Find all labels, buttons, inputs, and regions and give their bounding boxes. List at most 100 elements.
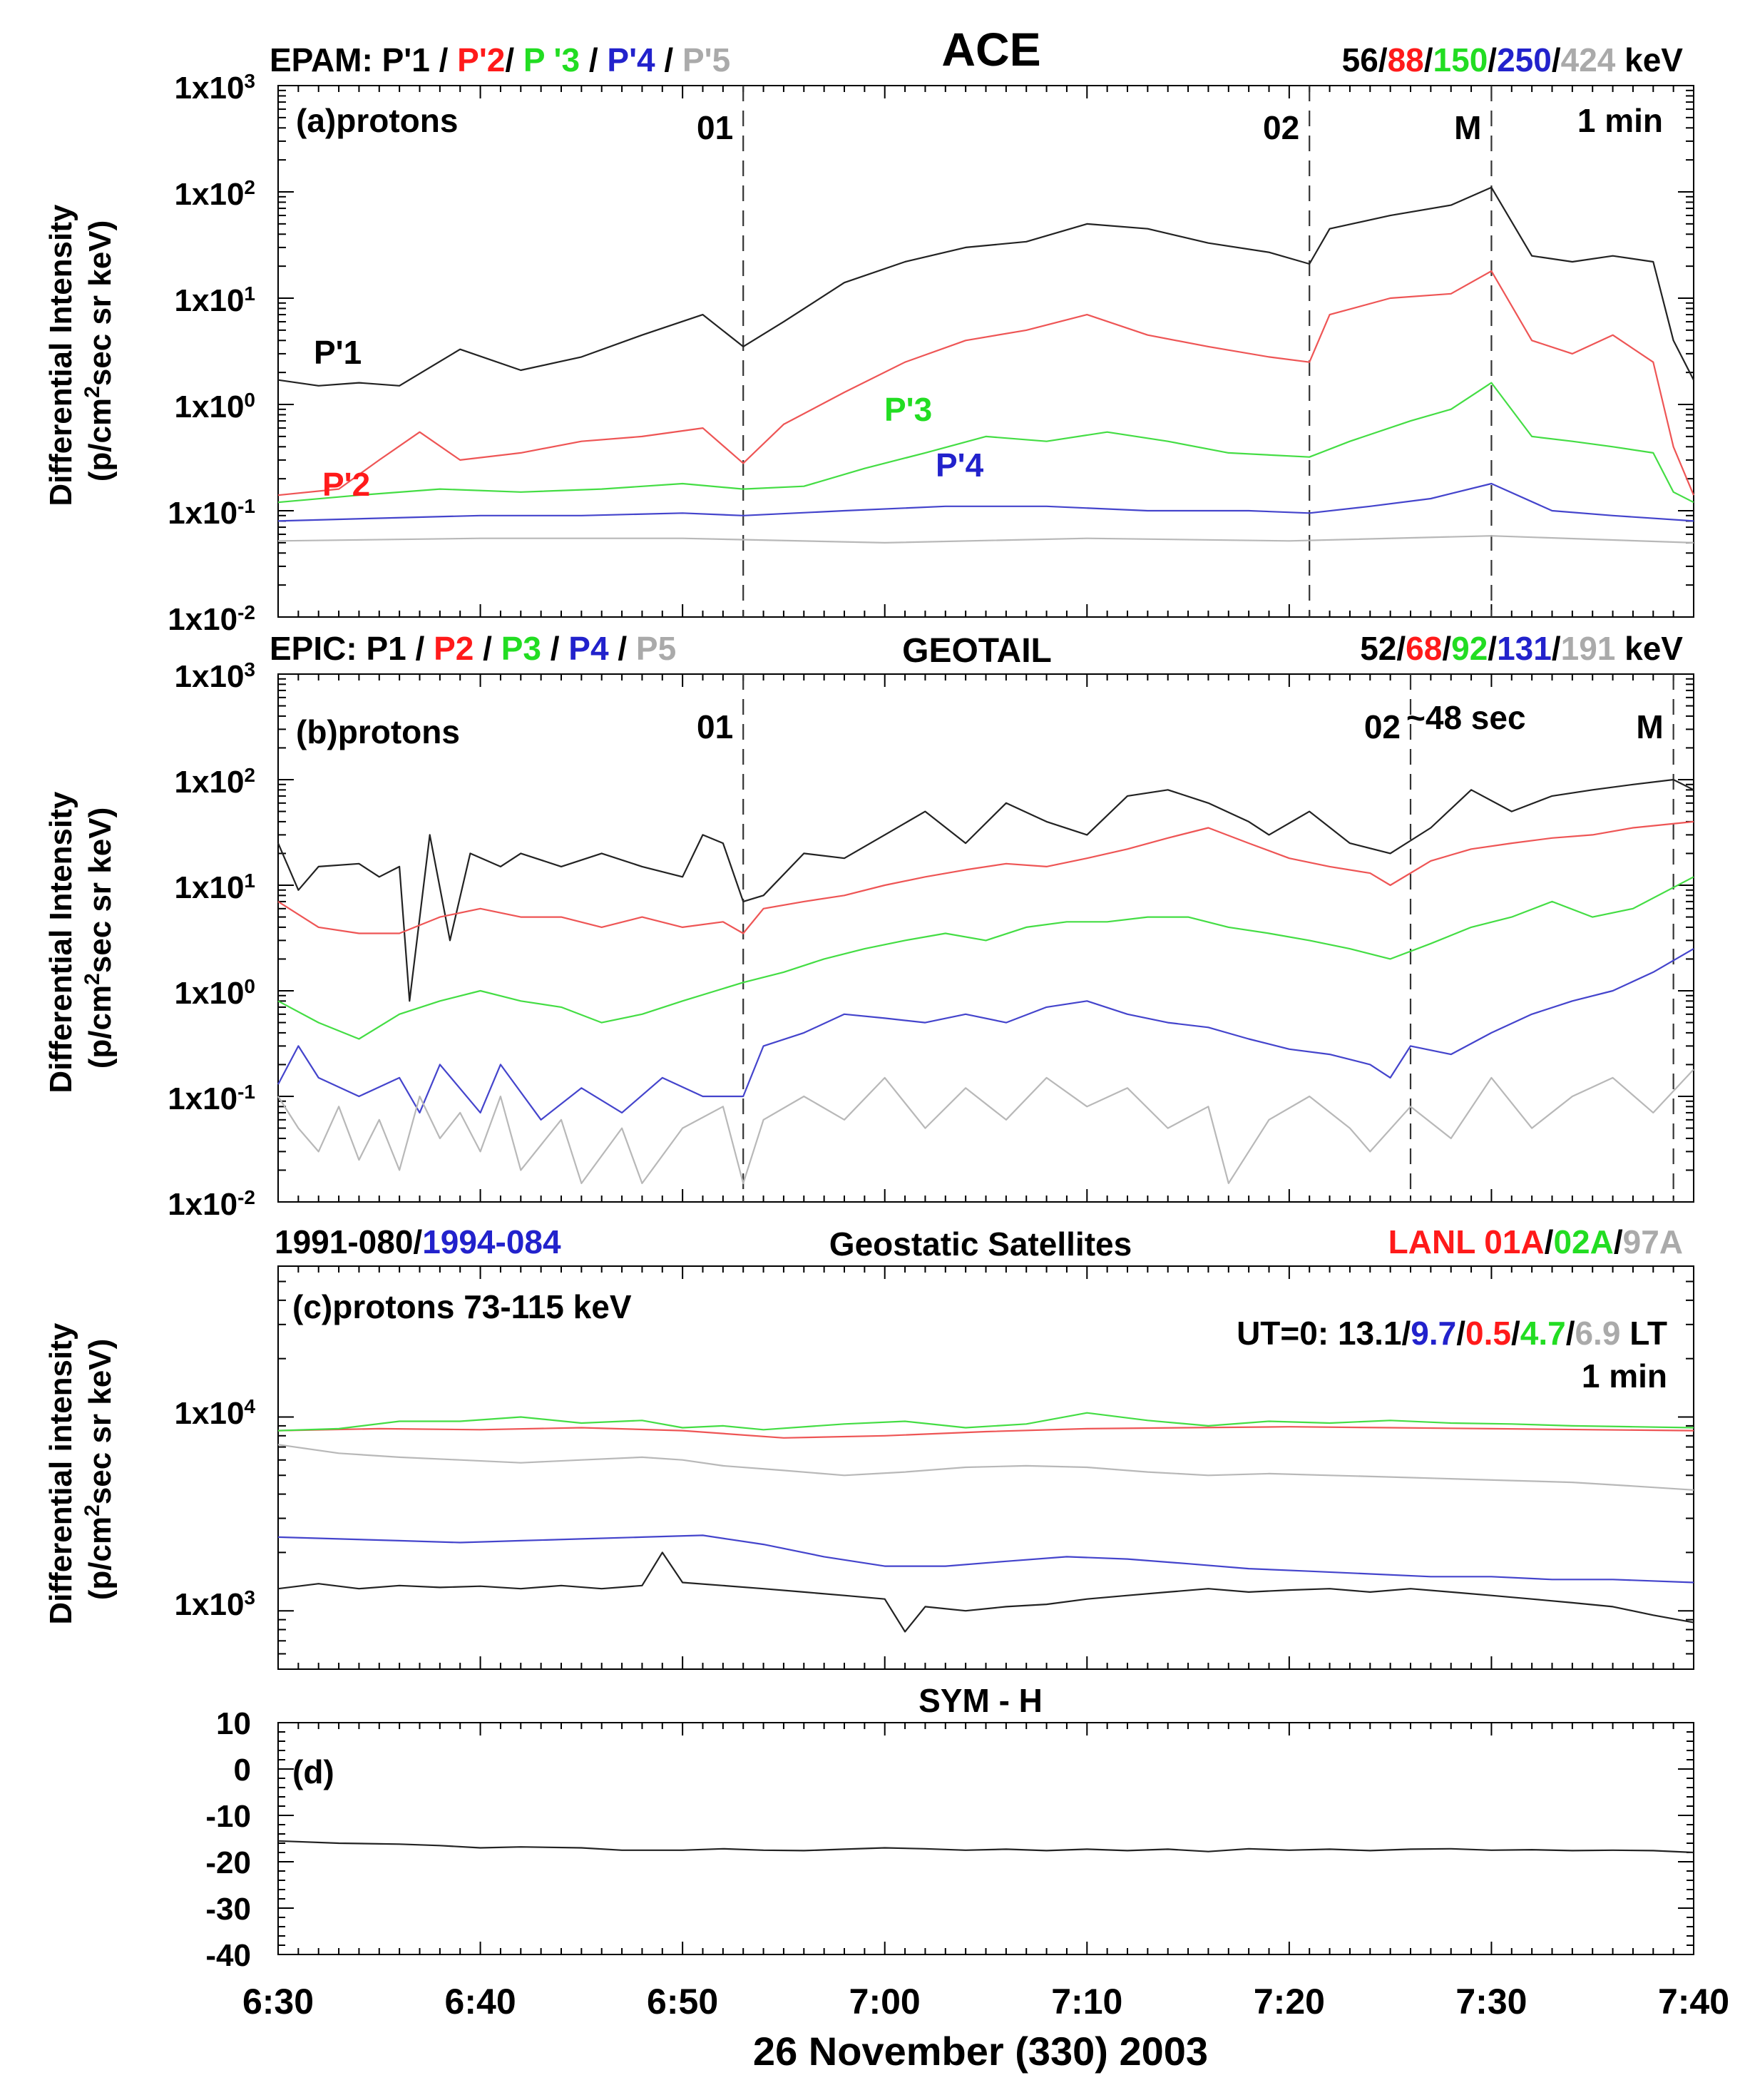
panel-a-energy-sep: /	[1552, 41, 1561, 78]
panel-c-lanl-01a: 01A	[1484, 1223, 1544, 1260]
panel-c-resolution: 1 min	[1582, 1357, 1667, 1395]
panel-a-yticks: 1x103 1x102 1x101 1x100 1x10-1 1x10-2	[168, 70, 255, 638]
lt-value: 9.7	[1411, 1315, 1456, 1352]
ylabel-post: sec sr keV)	[83, 807, 118, 973]
series-line-p4-131-kev	[277, 948, 1694, 1121]
panel-a-energy-sep: /	[1378, 41, 1388, 78]
ytick-label: 1x10-2	[168, 601, 255, 638]
series-line-1991-080	[277, 1551, 1694, 1633]
panel-b-chan-sep: /	[406, 630, 434, 667]
xtick-label: 6:30	[242, 1982, 314, 2022]
ylabel-sup: 2	[81, 1504, 104, 1517]
panel-a-chan-p2: P'2	[457, 41, 505, 78]
panel-a-energy: 424	[1561, 41, 1616, 78]
ytick-label: -10	[205, 1799, 251, 1834]
panel-b-chan-sep: /	[474, 630, 501, 667]
xtick-label: 7:00	[849, 1982, 921, 2022]
xtick-label: 6:40	[445, 1982, 516, 2022]
event-marker-label: 02	[1364, 708, 1401, 745]
panel-c-yticks: 1x104 1x103	[175, 1395, 256, 1623]
panel-c-title: Geostatic Satellites	[829, 1225, 1132, 1263]
panel-c-lanl-header: LANL 01A/02A/97A	[1388, 1223, 1683, 1260]
panel-c-lanl-02a: 02A	[1553, 1223, 1613, 1260]
panel-a-ticks	[277, 86, 1694, 618]
panel-b-event-markers: 01 02 M	[697, 674, 1674, 1202]
panel-b-ticks	[277, 674, 1694, 1203]
lt-sep: /	[1401, 1315, 1411, 1352]
panel-c-lanl-97a: 97A	[1623, 1223, 1683, 1260]
panel-a-chan-sep: /	[430, 41, 457, 78]
x-axis: 6:30 6:40 6:50 7:00 7:10 7:20 7:30 7:40	[242, 1982, 1729, 2022]
panel-a-energy: 250	[1497, 41, 1552, 78]
lt-prefix: UT=0:	[1237, 1315, 1338, 1352]
panel-a-label: (a)protons	[296, 102, 458, 139]
series-line-p-1-56-kev	[277, 186, 1694, 387]
panel-d-ticks	[277, 1722, 1694, 1955]
ytick-label: 1x100	[175, 389, 255, 425]
lt-sep: /	[1566, 1315, 1575, 1352]
ylabel-post: sec sr keV)	[83, 220, 118, 386]
panel-b-ylabel-line1: Differential Intensity	[44, 791, 78, 1093]
series-label-p3: P'3	[884, 391, 932, 428]
panel-c-ylabel-line2: (p/cm2sec sr keV)	[81, 1339, 118, 1600]
panel-c-local-time: UT=0: 13.1/9.7/0.5/4.7/6.9 LT	[1237, 1315, 1667, 1352]
panel-c-satellite-header: 1991-080/1994-084	[275, 1223, 561, 1260]
ytick-label: 1x10-1	[168, 495, 255, 531]
panel-a-series	[277, 186, 1695, 544]
panel-b: 01 02 M EPIC: P1 / P2 / P3 / P4 / P5 GEOTA…	[44, 630, 1694, 1222]
panel-b-energy-unit: keV	[1615, 630, 1683, 667]
series-line-sym-h	[277, 1840, 1694, 1854]
panel-a-frame	[277, 85, 1694, 618]
lt-sep: /	[1511, 1315, 1520, 1352]
panel-a-instrument-header: EPAM: P'1 / P'2/ P '3 / P'4 / P'5	[270, 41, 730, 78]
panel-b-energy-header: 52/68/92/131/191 keV	[1360, 630, 1683, 667]
ylabel-pre: (p/cm	[83, 1517, 118, 1600]
panel-a-chan-p3: P '3	[523, 41, 580, 78]
panel-c-sat-sep: /	[413, 1223, 422, 1260]
panel-c-sat-1: 1991-080	[275, 1223, 413, 1260]
panel-d-yticks: 10 0 -10 -20 -30 -40	[205, 1706, 251, 1973]
series-label-p1: P'1	[314, 334, 362, 371]
panel-a-energy: 88	[1388, 41, 1424, 78]
panel-a-energy-sep: /	[1488, 41, 1497, 78]
panel-a-event-markers: 01 02 M	[697, 86, 1493, 617]
ytick-label: 1x104	[175, 1395, 256, 1432]
xtick-label: 7:30	[1455, 1982, 1527, 2022]
panel-c-lanl-prefix: LANL	[1388, 1223, 1485, 1260]
panel-a-chan-p5: P'5	[682, 41, 730, 78]
panel-c-series	[277, 1412, 1694, 1633]
event-marker-label: 01	[697, 109, 733, 146]
panel-b-series	[277, 778, 1694, 1185]
panel-c-label: (c)protons 73-115 keV	[292, 1288, 632, 1325]
panel-b-mission-title: GEOTAIL	[902, 632, 1052, 670]
panel-b-energy-sep: /	[1442, 630, 1451, 667]
panel-a-chan-sep: /	[505, 41, 523, 78]
ytick-label: 1x101	[175, 870, 255, 906]
panel-b-yticks: 1x103 1x102 1x101 1x100 1x10-1 1x10-2	[168, 658, 255, 1223]
panel-b-chan-p3: P3	[501, 630, 541, 667]
lt-sep: /	[1456, 1315, 1465, 1352]
lt-value: 4.7	[1520, 1315, 1566, 1352]
ytick-label: -30	[205, 1892, 251, 1927]
xtick-label: 7:10	[1051, 1982, 1122, 2022]
panel-b-inst-prefix: EPIC:	[270, 630, 366, 667]
ytick-label: -40	[205, 1938, 251, 1973]
panel-b-chan-p5: P5	[636, 630, 676, 667]
ytick-label: 1x102	[175, 764, 255, 800]
series-label-p2: P'2	[322, 466, 370, 503]
panel-a-energy-sep: /	[1424, 41, 1433, 78]
series-line-p5-191-kev	[277, 1069, 1694, 1185]
panel-a-energy-unit: keV	[1615, 41, 1683, 78]
panel-a-ylabel: Differential Intensity (p/cm2sec sr keV)	[44, 195, 118, 506]
ytick-label: 10	[216, 1706, 251, 1741]
panel-b-chan-p2: P2	[434, 630, 474, 667]
panel-b-chan-p1: P1	[366, 630, 406, 667]
panel-d-title: SYM - H	[918, 1682, 1043, 1719]
ytick-label: 1x102	[175, 176, 255, 213]
ytick-label: 1x100	[175, 975, 255, 1011]
panel-a-inst-prefix: EPAM:	[270, 41, 382, 78]
lt-value: 0.5	[1465, 1315, 1511, 1352]
panel-c-sat-2: 1994-084	[422, 1223, 561, 1260]
panel-a: 01 02 M EPAM: P'1 / P'2/ P '3 / P'4 / P'5 …	[44, 23, 1695, 638]
panel-a-energy-header: 56/88/150/250/424 keV	[1342, 41, 1684, 78]
